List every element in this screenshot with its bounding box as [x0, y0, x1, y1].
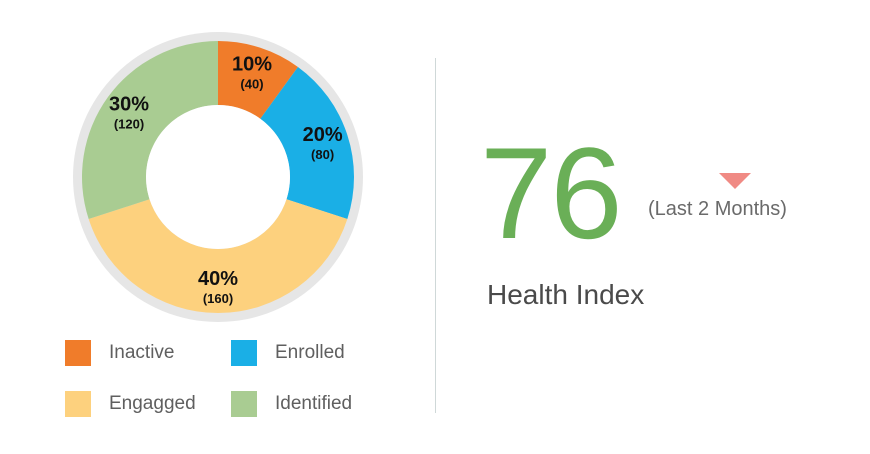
legend-label-inactive: Inactive	[109, 342, 174, 364]
legend-swatch-enrolled	[231, 340, 257, 366]
legend-item-engagged: Engagged	[65, 391, 196, 417]
legend-label-identified: Identified	[275, 393, 352, 415]
segment-count-inactive: (40)	[240, 76, 263, 91]
period-label: (Last 2 Months)	[648, 198, 787, 221]
legend-item-inactive: Inactive	[65, 340, 174, 366]
segment-count-engagged: (160)	[203, 291, 233, 306]
chart-legend: Inactive Enrolled Engagged Identified	[65, 340, 395, 420]
vertical-divider	[435, 58, 436, 413]
segment-count-identified: (120)	[114, 116, 144, 131]
legend-swatch-inactive	[65, 340, 91, 366]
health-index-value: 76	[480, 118, 621, 268]
legend-label-engagged: Engagged	[109, 393, 196, 415]
legend-item-identified: Identified	[231, 391, 352, 417]
donut-hole	[146, 105, 290, 249]
segment-percent-engagged: 40%	[198, 268, 238, 290]
segment-percent-inactive: 10%	[232, 53, 272, 75]
donut-chart: 10%(40) 20%(80) 40%(160) 30%(120)	[0, 0, 430, 340]
legend-item-enrolled: Enrolled	[231, 340, 345, 366]
segment-percent-identified: 30%	[109, 93, 149, 115]
legend-swatch-engagged	[65, 391, 91, 417]
segment-percent-enrolled: 20%	[303, 124, 343, 146]
health-index-label: Health Index	[487, 279, 644, 311]
segment-count-enrolled: (80)	[311, 147, 334, 162]
triangle-down-icon	[719, 173, 751, 189]
legend-swatch-identified	[231, 391, 257, 417]
legend-label-enrolled: Enrolled	[275, 342, 345, 364]
